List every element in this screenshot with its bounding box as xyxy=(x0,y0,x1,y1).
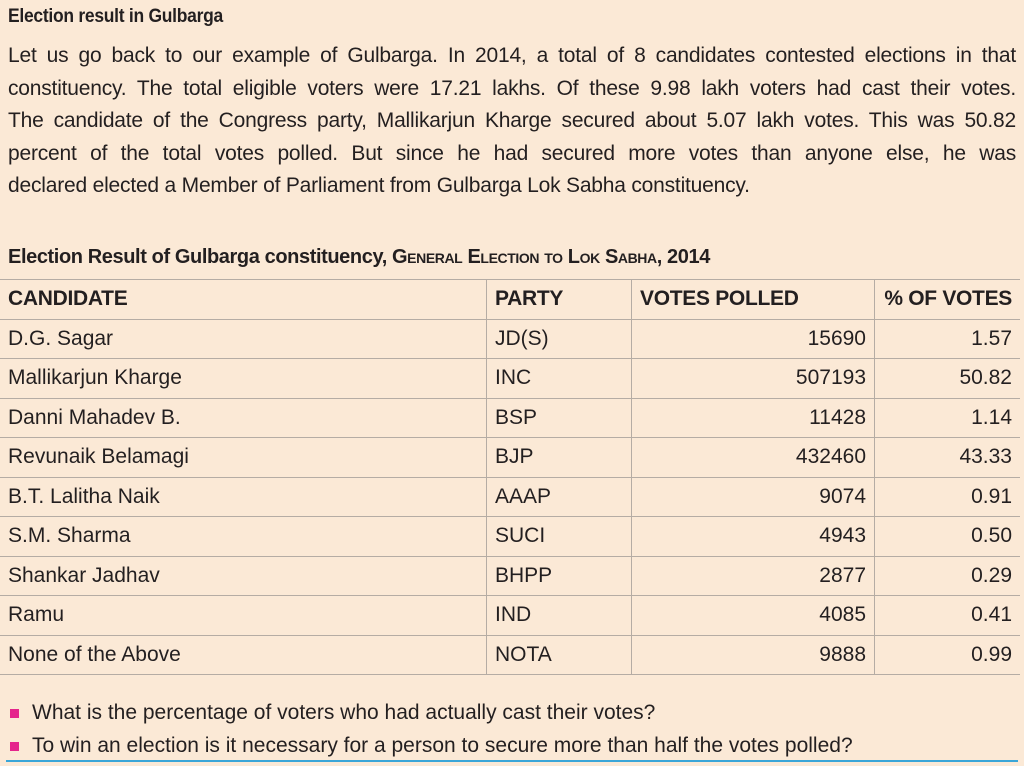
cell-party: INC xyxy=(486,358,632,398)
question-item: To win an election is it necessary for a… xyxy=(10,729,853,762)
cell-candidate: Ramu xyxy=(0,595,487,635)
cell-percent: 0.29 xyxy=(874,555,1020,596)
intro-paragraph: Let us go back to our example of Gulbarg… xyxy=(8,40,1016,203)
cell-candidate: Danni Mahadev B. xyxy=(0,397,487,438)
cell-percent: 50.82 xyxy=(874,358,1020,398)
results-table: CANDIDATE PARTY VOTES POLLED % OF VOTES … xyxy=(0,279,1020,675)
header-percent-votes: % OF VOTES xyxy=(874,279,1020,319)
table-row: S.M. Sharma SUCI 4943 0.50 xyxy=(0,516,1020,556)
cell-percent: 0.41 xyxy=(874,595,1020,635)
section-heading: Election result in Gulbarga xyxy=(8,6,223,27)
cell-votes: 2877 xyxy=(631,555,875,596)
cell-votes: 15690 xyxy=(631,318,875,359)
table-row: Danni Mahadev B. BSP 11428 1.14 xyxy=(0,397,1020,438)
table-row: B.T. Lalitha Naik AAAP 9074 0.91 xyxy=(0,476,1020,517)
cell-party: NOTA xyxy=(486,634,632,675)
cell-candidate: Shankar Jadhav xyxy=(0,555,487,596)
cell-party: BJP xyxy=(486,437,632,477)
cell-party: BSP xyxy=(486,397,632,438)
table-row: Ramu IND 4085 0.41 xyxy=(0,595,1020,635)
cell-votes: 9888 xyxy=(631,634,875,675)
cell-votes: 507193 xyxy=(631,358,875,398)
cell-party: JD(S) xyxy=(486,318,632,359)
cell-candidate: None of the Above xyxy=(0,634,487,675)
header-candidate: CANDIDATE xyxy=(0,279,487,319)
question-list: What is the percentage of voters who had… xyxy=(10,696,853,762)
cell-candidate: S.M. Sharma xyxy=(0,516,487,556)
cell-votes: 11428 xyxy=(631,397,875,438)
cell-party: BHPP xyxy=(486,555,632,596)
paragraph-line: percent of the total votes polled. But s… xyxy=(8,141,1016,165)
cell-votes: 4085 xyxy=(631,595,875,635)
bottom-divider xyxy=(6,760,1018,762)
cell-candidate: B.T. Lalitha Naik xyxy=(0,476,487,517)
cell-votes: 4943 xyxy=(631,516,875,556)
cell-party: IND xyxy=(486,595,632,635)
cell-party: AAAP xyxy=(486,476,632,517)
table-title: Election Result of Gulbarga constituency… xyxy=(8,246,710,269)
question-item: What is the percentage of voters who had… xyxy=(10,696,853,729)
cell-candidate: Mallikarjun Kharge xyxy=(0,358,487,398)
paragraph-line: Let us go back to our example of Gulbarg… xyxy=(8,44,1016,67)
square-bullet-icon xyxy=(10,742,19,751)
cell-percent: 1.14 xyxy=(874,397,1020,438)
paragraph-line: The candidate of the Congress party, Mal… xyxy=(8,109,1016,132)
header-party: PARTY xyxy=(486,279,632,319)
table-row: Revunaik Belamagi BJP 432460 43.33 xyxy=(0,437,1020,477)
cell-party: SUCI xyxy=(486,516,632,556)
table-title-year: , 2014 xyxy=(656,246,711,268)
cell-votes: 432460 xyxy=(631,437,875,477)
cell-percent: 0.99 xyxy=(874,634,1020,675)
cell-percent: 0.50 xyxy=(874,516,1020,556)
paragraph-line: declared elected a Member of Parliament … xyxy=(8,174,750,197)
cell-percent: 0.91 xyxy=(874,476,1020,517)
question-text: To win an election is it necessary for a… xyxy=(32,734,853,757)
cell-candidate: D.G. Sagar xyxy=(0,318,487,359)
square-bullet-icon xyxy=(10,709,19,718)
header-votes-polled: VOTES POLLED xyxy=(631,279,875,319)
table-row: Shankar Jadhav BHPP 2877 0.29 xyxy=(0,555,1020,596)
question-text: What is the percentage of voters who had… xyxy=(32,701,656,724)
table-header-row: CANDIDATE PARTY VOTES POLLED % OF VOTES xyxy=(0,279,1020,319)
table-row: None of the Above NOTA 9888 0.99 xyxy=(0,634,1020,675)
table-title-sub: General Election to Lok Sabha xyxy=(392,246,657,268)
cell-percent: 1.57 xyxy=(874,318,1020,359)
paragraph-line: constituency. The total eligible voters … xyxy=(8,76,1016,100)
cell-percent: 43.33 xyxy=(874,437,1020,477)
table-row: D.G. Sagar JD(S) 15690 1.57 xyxy=(0,318,1020,359)
table-title-main: Election Result of Gulbarga constituency… xyxy=(8,246,393,268)
cell-votes: 9074 xyxy=(631,476,875,517)
cell-candidate: Revunaik Belamagi xyxy=(0,437,487,477)
table-row: Mallikarjun Kharge INC 507193 50.82 xyxy=(0,358,1020,398)
